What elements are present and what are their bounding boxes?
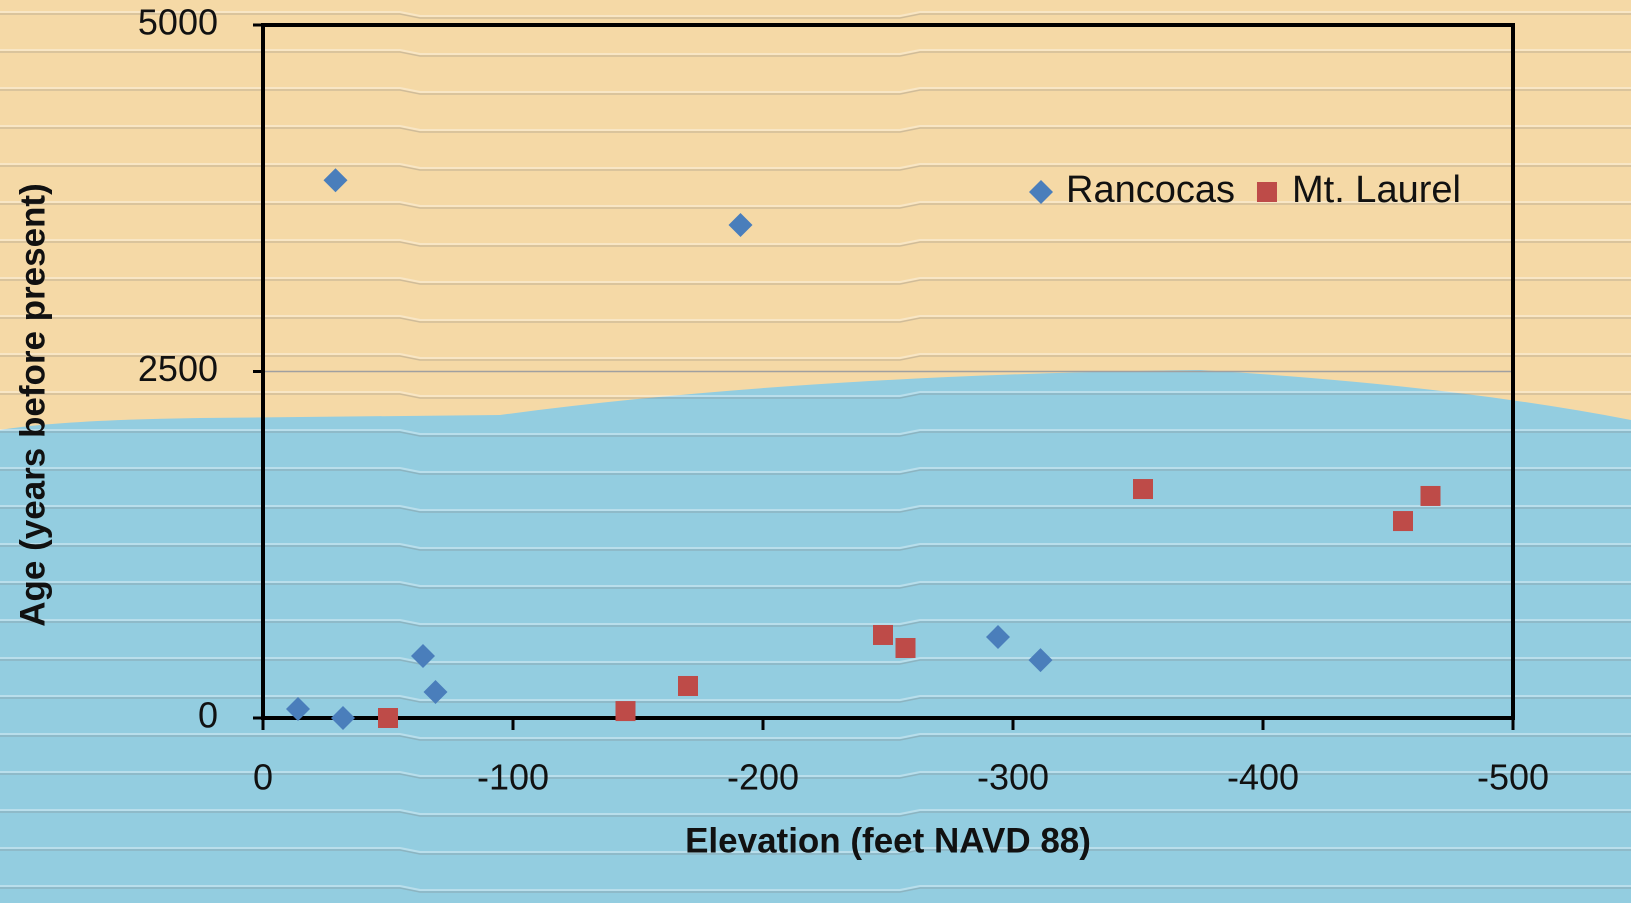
y-tick-label: 0	[198, 695, 218, 736]
data-point	[1028, 648, 1053, 673]
data-point	[286, 696, 310, 721]
data-point	[323, 168, 348, 193]
y-axis-title: Age (years before present)	[13, 183, 52, 626]
legend-label: Rancocas	[1066, 169, 1235, 211]
data-point	[1393, 511, 1413, 532]
legend-marker	[1256, 182, 1277, 202]
x-tick-label: -200	[727, 757, 799, 798]
data-point	[615, 701, 636, 722]
x-tick-label: -500	[1477, 757, 1549, 798]
data-point	[378, 708, 398, 728]
data-point	[895, 638, 916, 659]
legend-marker	[1029, 180, 1053, 204]
data-point	[873, 624, 893, 645]
data-point	[986, 625, 1010, 650]
data-point	[411, 644, 435, 669]
x-tick-label: -400	[1227, 757, 1299, 798]
x-tick-label: -100	[477, 757, 549, 798]
x-tick-label: -300	[977, 757, 1049, 798]
legend-label: Mt. Laurel	[1292, 169, 1461, 211]
data-point	[331, 706, 355, 730]
x-tick-label: 0	[253, 757, 273, 798]
data-point	[678, 675, 698, 696]
data-point	[728, 212, 753, 237]
y-tick-label: 5000	[138, 2, 218, 43]
data-point	[1133, 479, 1153, 500]
x-axis-title: Elevation (feet NAVD 88)	[685, 821, 1091, 860]
y-tick-label: 2500	[138, 348, 218, 389]
data-point	[1420, 485, 1441, 506]
data-point	[423, 679, 448, 704]
